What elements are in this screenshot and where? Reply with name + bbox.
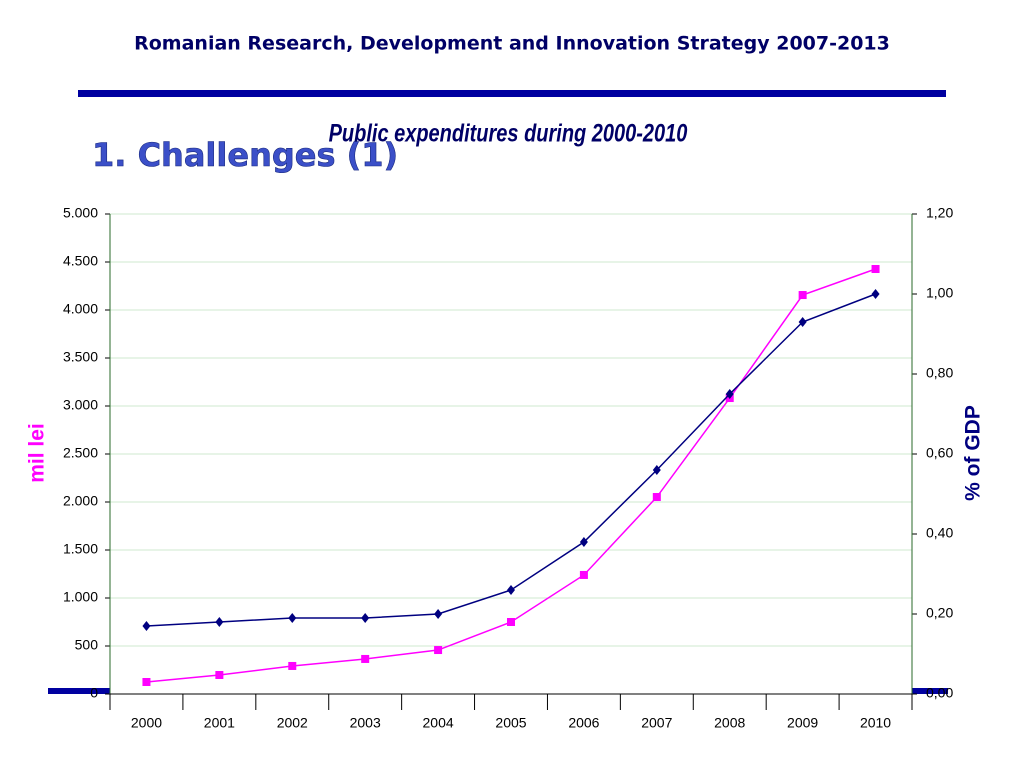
point (652, 465, 661, 475)
point (434, 646, 443, 655)
point (871, 265, 880, 274)
point (652, 493, 661, 502)
point (142, 678, 151, 686)
point (798, 317, 807, 327)
y-tick-label: 5.000 (63, 205, 98, 221)
x-tick-label: 2009 (787, 715, 818, 731)
point (288, 661, 297, 670)
y2-tick-label: 1,00 (926, 285, 953, 301)
y-tick-label: 1.500 (63, 541, 98, 557)
y-tick-label: 3.000 (63, 397, 98, 413)
y2-tick-label: 0,20 (926, 605, 953, 621)
rule-fragment (48, 688, 110, 694)
x-tick-label: 2000 (131, 715, 162, 731)
y-tick-label: 3.500 (63, 349, 98, 365)
point (361, 654, 370, 663)
point (288, 613, 297, 623)
point (215, 617, 224, 627)
y-axis-label: mil lei (26, 423, 49, 483)
y-tick-label: 500 (75, 637, 99, 653)
x-tick-label: 2002 (277, 715, 308, 731)
point (142, 621, 151, 631)
x-tick-label: 2004 (423, 715, 454, 731)
point (579, 570, 588, 579)
point (871, 289, 880, 299)
series-line (146, 293, 876, 627)
point (798, 291, 807, 300)
y-tick-label: 2.000 (63, 493, 98, 509)
x-tick-label: 2005 (495, 715, 526, 731)
header-rule (78, 90, 946, 97)
slide-heading: 1. Challenges (1) (92, 136, 398, 174)
point (215, 670, 224, 679)
chart-title: Public expenditures during 2000-2010 (329, 120, 688, 148)
y2-tick-label: 0,80 (926, 365, 953, 381)
x-tick-label: 2003 (350, 715, 381, 731)
point (507, 585, 515, 595)
point (507, 618, 515, 626)
x-tick-label: 2010 (860, 715, 891, 731)
point (725, 389, 734, 399)
y-tick-label: 4.000 (63, 301, 98, 317)
point (434, 609, 443, 619)
x-tick-label: 2001 (204, 715, 235, 731)
y2-tick-label: 1,20 (926, 205, 953, 221)
x-tick-label: 2007 (641, 715, 672, 731)
y2-tick-label: 0,60 (926, 445, 953, 461)
slide-header: Romanian Research, Development and Innov… (134, 33, 890, 55)
point (361, 613, 370, 623)
x-tick-label: 2006 (568, 715, 599, 731)
y2-tick-label: 0,40 (926, 525, 953, 541)
y2-tick-label: 0,00 (926, 685, 953, 701)
y-tick-label: 1.000 (63, 589, 98, 605)
y-tick-label: 4.500 (63, 253, 98, 269)
y2-axis-label: % of GDP (962, 405, 985, 501)
y-tick-label: 2.500 (63, 445, 98, 461)
y-tick-label: 0 (90, 685, 98, 701)
point (579, 537, 588, 547)
x-tick-label: 2008 (714, 715, 745, 731)
rule-fragment (912, 688, 948, 694)
